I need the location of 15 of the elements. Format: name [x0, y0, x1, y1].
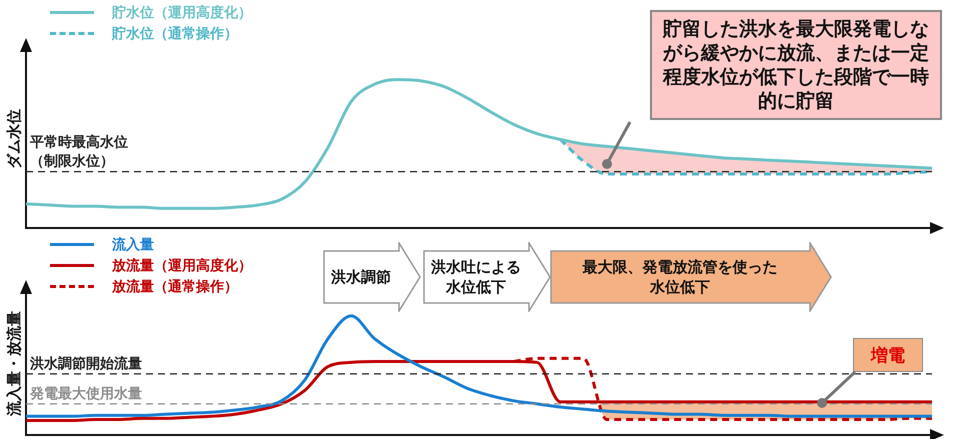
- ref-line-label: 平常時最高水位（制限水位）: [29, 134, 128, 170]
- legend-label: 放流量（運用高度化）: [112, 256, 252, 274]
- annotation: 増電: [853, 338, 923, 372]
- legend-label: 貯水位（通常操作）: [112, 24, 238, 42]
- legend-label: 貯水位（運用高度化）: [112, 4, 252, 22]
- legend-label: 放流量（通常操作）: [112, 278, 238, 296]
- text: 洪水吐による水位低下: [430, 257, 522, 298]
- annotation: 貯留した洪水を最大限発電しながら緩やかに放流、または一定程度水位が低下した段階で一時的に貯留: [650, 10, 942, 120]
- text: 洪水調節: [330, 267, 392, 288]
- y-axis-title: 流入量・放流量: [4, 311, 23, 417]
- ref-line-label: 洪水調節開始流量: [29, 354, 142, 372]
- ref-line-label: 発電最大使用水量: [29, 386, 142, 402]
- y-axis-title: ダム水位: [4, 109, 23, 169]
- legend-label: 流入量: [112, 236, 154, 254]
- text: 最大限、発電放流管を使った水位低下: [582, 257, 778, 298]
